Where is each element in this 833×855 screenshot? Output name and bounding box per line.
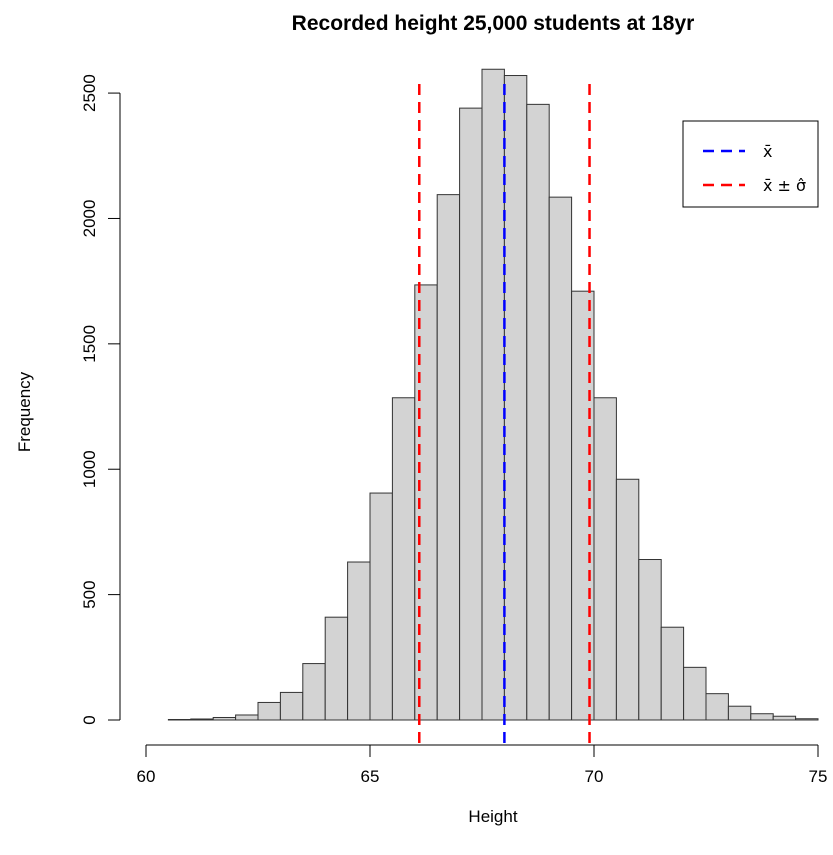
x-tick-label: 70: [585, 767, 604, 786]
histogram-bar: [347, 561, 371, 721]
reference-lines-group: [418, 84, 591, 744]
x-axis: 60 65 70 75: [137, 744, 828, 786]
x-tick-label: 65: [361, 767, 380, 786]
histogram-bar: [638, 559, 662, 721]
y-tick-label: 2000: [80, 200, 99, 238]
histogram-bar: [212, 716, 237, 721]
legend-label: x̄ ± σ̂: [763, 176, 806, 195]
chart-title: Recorded height 25,000 students at 18yr: [292, 12, 695, 35]
histogram-bar: [772, 715, 797, 721]
x-axis-label: Height: [468, 807, 517, 826]
histogram-bar: [235, 714, 259, 721]
histogram-bar: [436, 194, 461, 721]
histogram-bar: [683, 666, 707, 721]
histogram-bar: [391, 397, 416, 721]
y-tick-label: 0: [80, 715, 99, 724]
histogram-bar: [369, 492, 393, 721]
histogram-bar: [548, 196, 573, 721]
histogram-bar: [750, 713, 774, 721]
legend-box: [682, 120, 819, 208]
histogram-bar: [302, 663, 326, 721]
y-tick-label: 1500: [80, 325, 99, 363]
histogram-bar: [795, 718, 819, 721]
y-tick-label: 1000: [80, 450, 99, 488]
histogram-bar: [481, 68, 505, 721]
histogram-bar: [324, 616, 349, 721]
y-tick-label: 2500: [80, 74, 99, 112]
histogram-bar: [705, 693, 729, 721]
histogram-bar: [727, 705, 752, 721]
histogram-bar: [167, 718, 192, 721]
y-axis-label: Frequency: [15, 371, 34, 452]
y-axis: 0 500 1000 1500 2000 2500: [80, 74, 121, 725]
histogram-bar: [660, 626, 685, 721]
histogram-bar: [257, 701, 281, 721]
histogram-bar: [593, 397, 617, 721]
legend-label: x̄: [763, 142, 772, 161]
legend: x̄ x̄ ± σ̂: [682, 120, 819, 208]
histogram-bar: [503, 75, 528, 721]
x-tick-label: 75: [809, 767, 828, 786]
x-tick-label: 60: [137, 767, 156, 786]
histogram-bar: [279, 691, 304, 721]
y-tick-label: 500: [80, 580, 99, 608]
histogram-bar: [190, 718, 214, 721]
histogram-bar: [615, 478, 640, 721]
histogram-bar: [526, 103, 550, 721]
histogram-bar: [459, 107, 483, 721]
